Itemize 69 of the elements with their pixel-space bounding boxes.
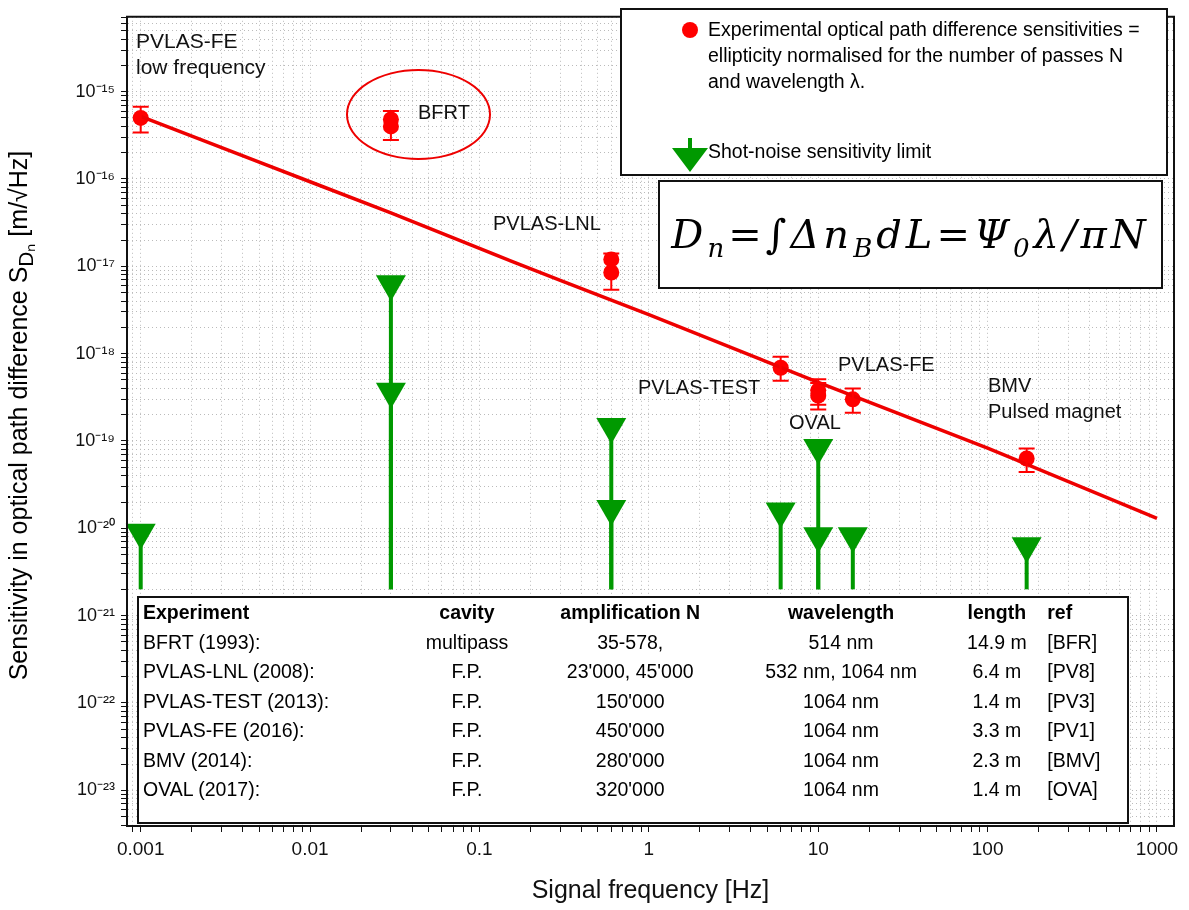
x-tick-label: 1 (643, 837, 655, 859)
annotation: 1064 nm (802, 718, 880, 744)
annotation: 280'000 (594, 747, 666, 773)
annotation: ref (1046, 600, 1074, 626)
annotation: 23'000, 45'000 (565, 659, 695, 685)
legend-label: Experimental optical path difference sensitivities = ellipticity normalised for the number of passes N and wavelength λ. (708, 17, 1141, 94)
annotation: PVLAS-FE (2016): (142, 718, 306, 744)
annotation: OVAL (789, 410, 841, 435)
annotation: 3.3 m (971, 718, 1023, 744)
annotation: PVLAS-LNL (493, 211, 601, 236)
y-tick-label: 10⁻¹⁶ (75, 167, 115, 188)
annotation: 514 nm (807, 629, 875, 655)
annotation: 1.4 m (971, 777, 1023, 803)
annotation: BMV Pulsed magnet (988, 373, 1122, 424)
annotation: 450'000 (594, 718, 666, 744)
y-tick-label: 10⁻¹⁵ (75, 80, 115, 101)
annotation: [PV1] (1046, 718, 1096, 744)
annotation: PVLAS-LNL (2008): (142, 659, 316, 685)
annotation: 35-578, (596, 629, 665, 655)
annotation: D$_{n}$=∫Δn$_{B}$dL=Ψ$_{0}$λ/πN (658, 180, 1163, 289)
annotation: cavity (438, 600, 496, 626)
x-tick-label: 0.1 (466, 837, 493, 859)
legend-label: Shot-noise sensitivity limit (708, 139, 933, 164)
annotation: 14.9 m (966, 629, 1028, 655)
annotation: amplification N (559, 600, 702, 626)
annotation: 150'000 (594, 688, 666, 714)
annotation: 2.3 m (971, 747, 1023, 773)
annotation: 1.4 m (971, 688, 1023, 714)
y-tick-label: 10⁻²² (76, 691, 115, 712)
x-tick-label: 0.01 (291, 837, 329, 859)
annotation: multipass (424, 629, 510, 655)
annotation: BMV (2014): (142, 747, 254, 773)
annotation: 320'000 (594, 777, 666, 803)
annotation: [PV8] (1046, 659, 1096, 685)
annotation: OVAL (2017): (142, 777, 262, 803)
annotation: [BFR] (1046, 629, 1099, 655)
annotation: PVLAS-TEST (638, 375, 761, 400)
x-tick-label: 10 (807, 837, 829, 859)
y-tick-label: 10⁻²⁰ (76, 517, 115, 538)
x-tick-label: 0.001 (116, 837, 165, 859)
annotation: BFRT (1993): (142, 629, 262, 655)
annotation: 6.4 m (971, 659, 1023, 685)
y-tick-label: 10⁻¹⁸ (75, 342, 115, 363)
annotation: Experiment (142, 600, 251, 626)
annotation: 532 nm, 1064 nm (764, 659, 918, 685)
x-axis-title: Signal frequency [Hz] (531, 874, 770, 903)
y-tick-label: 10⁻¹⁹ (75, 429, 115, 450)
annotation: [OVA] (1046, 777, 1099, 803)
annotation: 1064 nm (802, 777, 880, 803)
annotation: BFRT (418, 100, 470, 125)
y-tick-label: 10⁻²¹ (76, 604, 115, 625)
x-tick-label: 100 (971, 837, 1004, 859)
annotation: F.P. (450, 747, 484, 773)
annotation: [PV3] (1046, 688, 1096, 714)
annotation: wavelength (786, 600, 896, 626)
annotation: PVLAS-TEST (2013): (142, 688, 331, 714)
x-tick-label: 1000 (1135, 837, 1179, 859)
y-tick-label: 10⁻²³ (76, 779, 115, 800)
annotation: F.P. (450, 688, 484, 714)
annotation: 1064 nm (802, 688, 880, 714)
annotation: PVLAS-FE low frequency (136, 28, 266, 80)
annotation: [BMV] (1046, 747, 1102, 773)
annotation: F.P. (450, 718, 484, 744)
annotation: 1064 nm (802, 747, 880, 773)
annotation: F.P. (450, 659, 484, 685)
y-tick-label: 10⁻¹⁷ (76, 255, 115, 276)
annotation: F.P. (450, 777, 484, 803)
annotation: PVLAS-FE (838, 352, 935, 377)
annotation: length (966, 600, 1028, 626)
